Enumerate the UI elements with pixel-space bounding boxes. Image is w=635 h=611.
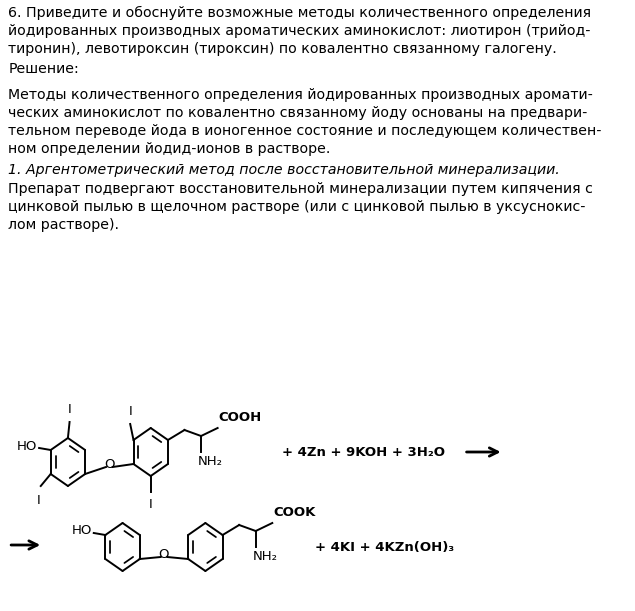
- Text: HO: HO: [17, 439, 37, 453]
- Text: I: I: [68, 403, 72, 416]
- Text: + 4KI + 4KZn(OH)₃: + 4KI + 4KZn(OH)₃: [315, 541, 454, 554]
- Text: O: O: [159, 549, 169, 562]
- Text: COOK: COOK: [273, 506, 316, 519]
- Text: I: I: [37, 494, 41, 507]
- Text: Решение:: Решение:: [8, 62, 79, 76]
- Text: 1. Аргентометрический метод после восстановительной минерализации.: 1. Аргентометрический метод после восста…: [8, 163, 560, 177]
- Text: O: O: [104, 458, 114, 472]
- Text: NH₂: NH₂: [252, 550, 277, 563]
- Text: NH₂: NH₂: [197, 455, 223, 468]
- Text: COOH: COOH: [218, 411, 262, 424]
- Text: + 4Zn + 9KOH + 3H₂O: + 4Zn + 9KOH + 3H₂O: [281, 445, 444, 458]
- Text: 6. Приведите и обоснуйте возможные методы количественного определения
йодированн: 6. Приведите и обоснуйте возможные метод…: [8, 6, 591, 56]
- Text: Методы количественного определения йодированных производных аромати-
ческих амин: Методы количественного определения йодир…: [8, 88, 602, 156]
- Text: I: I: [149, 498, 152, 511]
- Text: I: I: [128, 405, 132, 418]
- Text: Препарат подвергают восстановительной минерализации путем кипячения с
цинковой п: Препарат подвергают восстановительной ми…: [8, 182, 593, 232]
- Text: HO: HO: [72, 524, 92, 538]
